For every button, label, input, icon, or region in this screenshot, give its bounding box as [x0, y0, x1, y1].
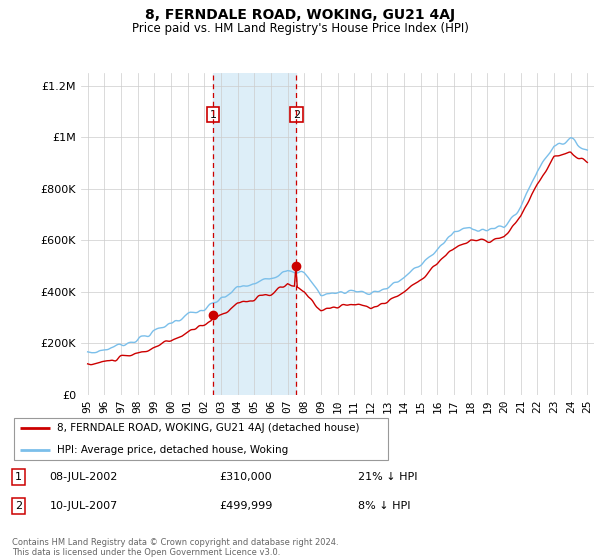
Text: 1: 1 [209, 110, 217, 120]
FancyBboxPatch shape [14, 418, 388, 460]
Text: HPI: Average price, detached house, Woking: HPI: Average price, detached house, Woki… [58, 445, 289, 455]
Text: Contains HM Land Registry data © Crown copyright and database right 2024.
This d: Contains HM Land Registry data © Crown c… [12, 538, 338, 557]
Text: 2: 2 [15, 501, 22, 511]
Text: 8, FERNDALE ROAD, WOKING, GU21 4AJ (detached house): 8, FERNDALE ROAD, WOKING, GU21 4AJ (deta… [58, 423, 360, 433]
Text: 1: 1 [15, 472, 22, 482]
Text: 2: 2 [293, 110, 300, 120]
Text: £499,999: £499,999 [220, 501, 273, 511]
Text: 08-JUL-2002: 08-JUL-2002 [49, 472, 118, 482]
Text: 21% ↓ HPI: 21% ↓ HPI [358, 472, 417, 482]
Text: 8, FERNDALE ROAD, WOKING, GU21 4AJ: 8, FERNDALE ROAD, WOKING, GU21 4AJ [145, 8, 455, 22]
Text: 8% ↓ HPI: 8% ↓ HPI [358, 501, 410, 511]
Text: Price paid vs. HM Land Registry's House Price Index (HPI): Price paid vs. HM Land Registry's House … [131, 22, 469, 35]
Text: £310,000: £310,000 [220, 472, 272, 482]
Text: 10-JUL-2007: 10-JUL-2007 [49, 501, 118, 511]
Bar [213, 73, 296, 395]
